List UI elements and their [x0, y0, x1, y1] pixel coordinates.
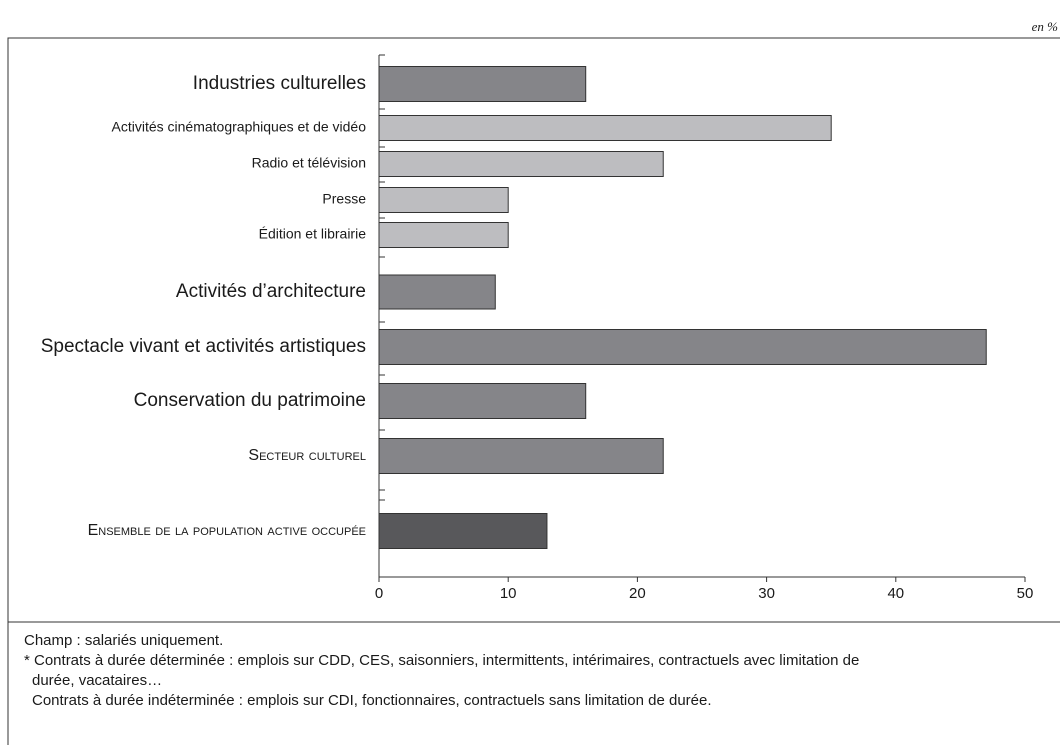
bar	[378, 222, 509, 248]
x-tick-label: 20	[629, 585, 646, 602]
unit-note: en %	[1032, 19, 1059, 34]
y-tick-label: Édition et librairie	[259, 226, 367, 242]
note: * Contrats à durée déterminée : emplois …	[24, 652, 859, 669]
x-tick-label: 40	[887, 585, 904, 602]
y-tick-label: Ensemble de la population active occupée	[88, 522, 366, 539]
bar	[378, 115, 832, 141]
bar	[378, 383, 587, 419]
y-tick-label: Radio et télévision	[252, 155, 366, 171]
y-tick-label: Conservation du patrimoine	[134, 390, 366, 411]
bar	[378, 329, 987, 365]
note: durée, vacataires…	[32, 672, 162, 689]
y-tick-label: Activités cinématographiques et de vidéo	[112, 119, 367, 135]
bar	[378, 438, 664, 474]
y-tick-label: Spectacle vivant et activités artistique…	[41, 336, 366, 357]
x-tick-label: 10	[500, 585, 517, 602]
bar	[378, 187, 509, 213]
frame	[7, 37, 1060, 745]
y-tick-label: Industries culturelles	[193, 73, 366, 94]
bar	[378, 274, 496, 310]
x-tick-label: 0	[375, 585, 383, 602]
y-tick-label: Presse	[322, 191, 366, 207]
note: Contrats à durée indéterminée : emplois …	[32, 692, 712, 709]
x-tick-label: 30	[758, 585, 775, 602]
note: Champ : salariés uniquement.	[24, 632, 223, 649]
y-tick-label: Activités d’architecture	[176, 281, 366, 302]
bar	[378, 66, 587, 102]
y-tick-label: Secteur culturel	[248, 447, 366, 464]
bar	[378, 151, 664, 177]
x-tick-label: 50	[1017, 585, 1034, 602]
bar	[378, 513, 548, 549]
